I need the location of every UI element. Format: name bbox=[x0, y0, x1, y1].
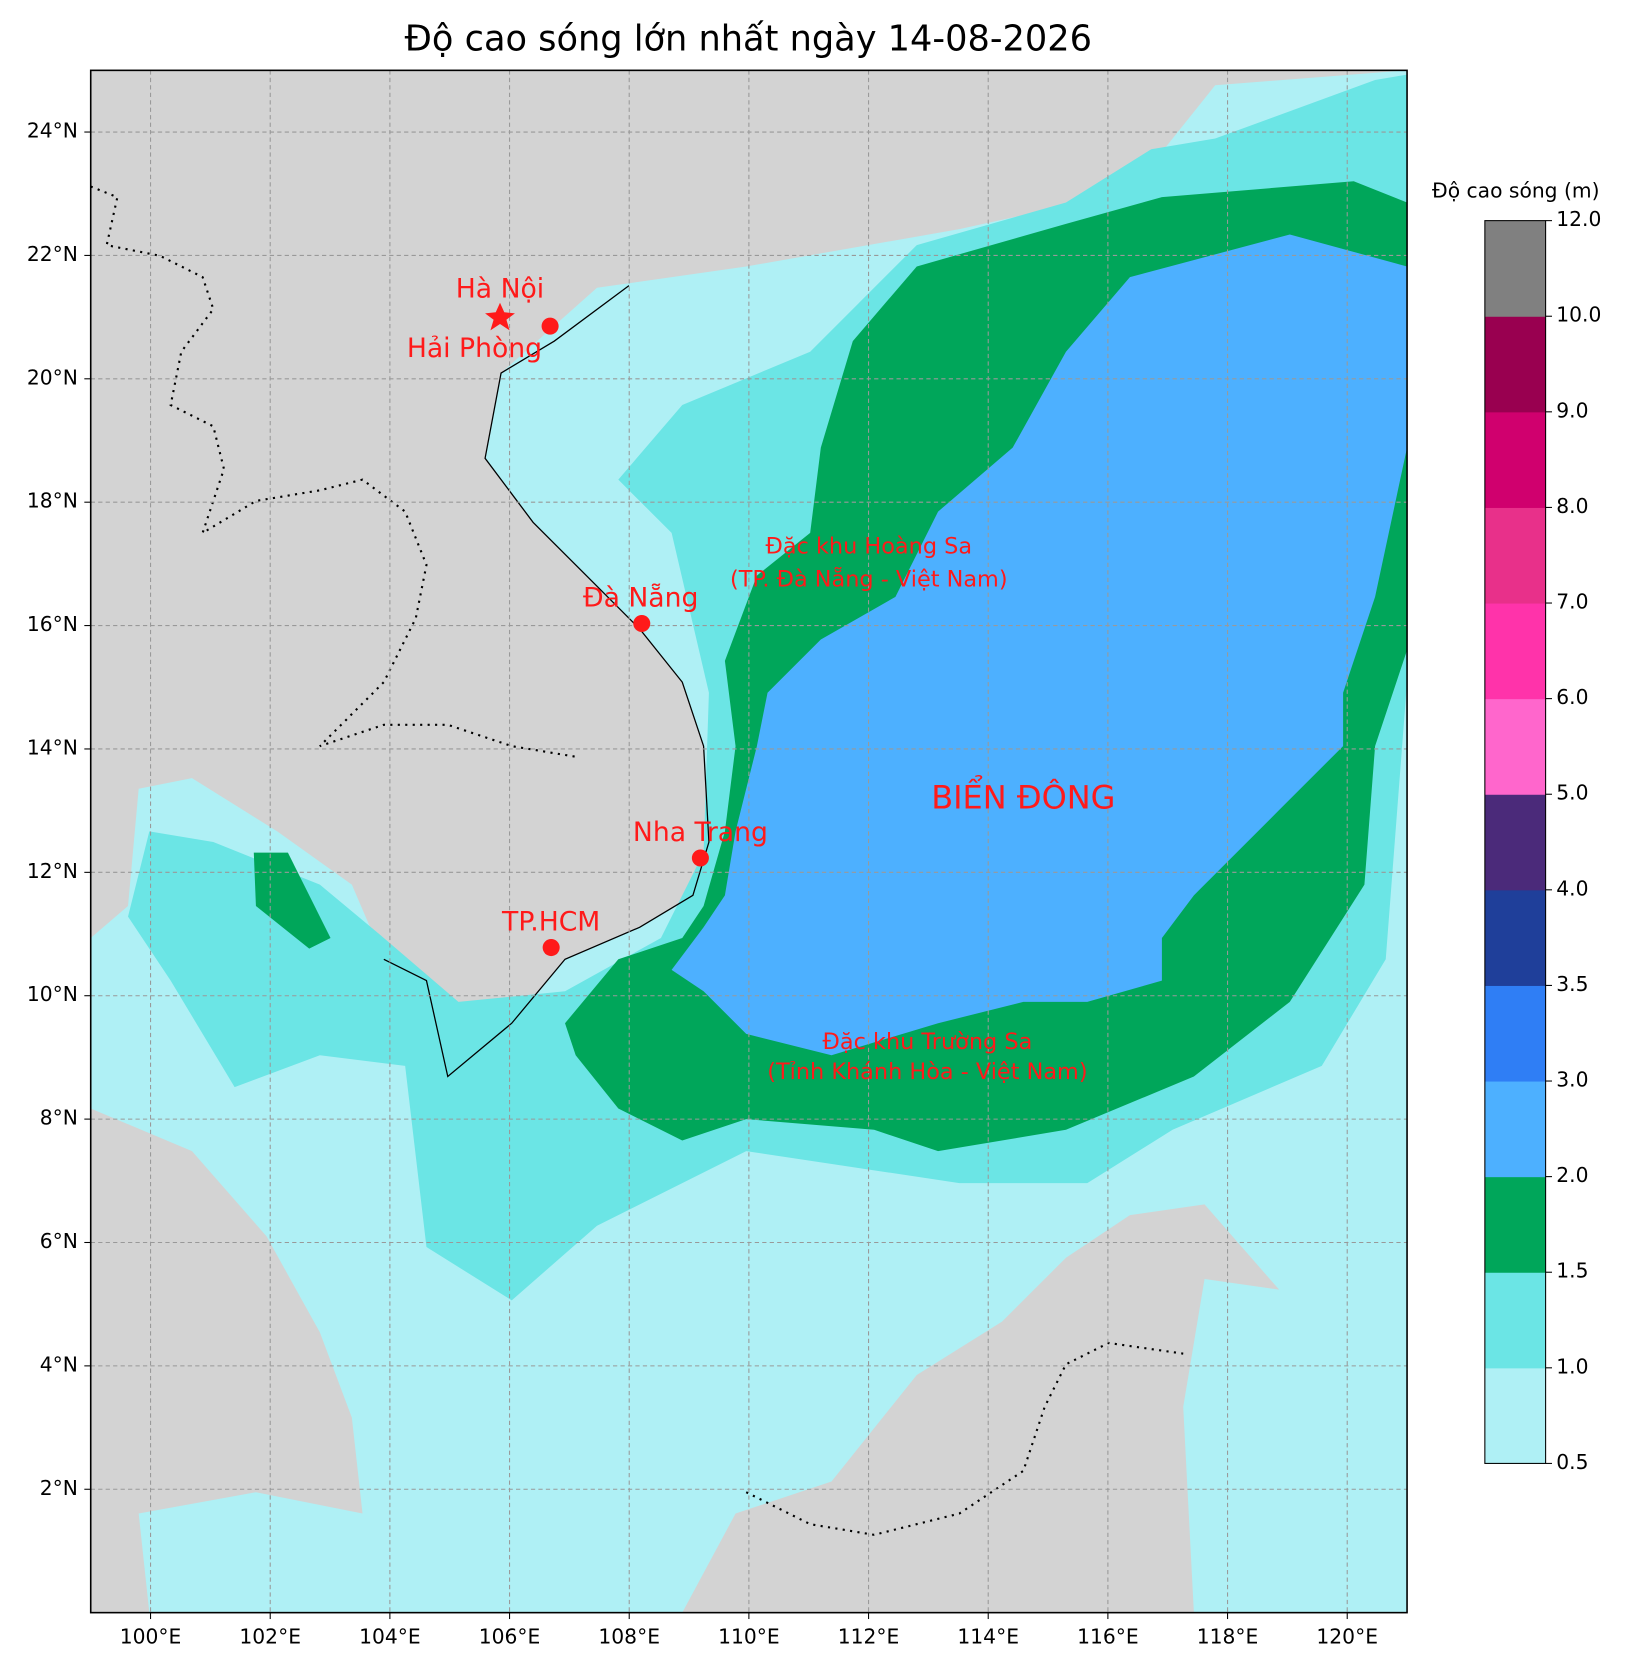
colorbar-segment bbox=[1484, 1081, 1546, 1178]
colorbar-segment bbox=[1484, 411, 1546, 508]
x-tick-label: 106°E bbox=[479, 1625, 541, 1649]
colorbar-segment bbox=[1484, 220, 1546, 317]
city-label: TP.HCM bbox=[501, 907, 600, 938]
wave-zone bbox=[671, 234, 1408, 1056]
colorbar: 0.5 1.0 1.5 2.0 3.0 3.5 4.0 5.0 6.0 7.0 8.0 9.0 10.0… bbox=[1484, 207, 1601, 1474]
colorbar-segment bbox=[1484, 889, 1546, 986]
x-tick-label: 104°E bbox=[359, 1625, 421, 1649]
colorbar-title: Độ cao sóng (m) bbox=[1432, 178, 1599, 202]
annotation: (Tỉnh Khánh Hòa - Việt Nam) bbox=[767, 1059, 1087, 1085]
city-marker bbox=[691, 849, 709, 867]
capital-marker bbox=[485, 302, 515, 331]
y-tick-label: 20°N bbox=[27, 365, 78, 389]
colorbar-tick-label: 5.0 bbox=[1556, 781, 1588, 805]
colorbar-segment bbox=[1484, 316, 1546, 413]
colorbar-segment bbox=[1484, 603, 1546, 700]
y-tick-label: 16°N bbox=[27, 612, 78, 636]
coastline bbox=[383, 285, 710, 1078]
y-tick-label: 24°N bbox=[27, 119, 78, 143]
x-tick-label: 116°E bbox=[1077, 1625, 1139, 1649]
colorbar-tick-label: 2.0 bbox=[1556, 1163, 1588, 1187]
city-marker bbox=[541, 317, 559, 335]
colorbar-tick-label: 6.0 bbox=[1556, 685, 1588, 709]
city-label: Đà Nẵng bbox=[583, 583, 698, 614]
colorbar-segment bbox=[1484, 794, 1546, 891]
colorbar-tick-label: 3.5 bbox=[1556, 972, 1588, 996]
y-tick-label: 4°N bbox=[40, 1352, 78, 1376]
annotation: Đặc khu Hoàng Sa bbox=[766, 533, 973, 559]
y-tick-label: 12°N bbox=[27, 859, 78, 883]
y-tick-label: 2°N bbox=[40, 1476, 78, 1500]
colorbar-segment bbox=[1484, 1367, 1546, 1464]
colorbar-tick-label: 12.0 bbox=[1556, 207, 1601, 231]
x-tick-label: 102°E bbox=[239, 1625, 301, 1649]
grid: 100°E 102°E 104°E 106°E 108°E 110°E 112°E 114°E… bbox=[27, 70, 1408, 1649]
y-tick-label: 10°N bbox=[27, 982, 78, 1006]
y-tick-label: 18°N bbox=[27, 489, 78, 513]
city-label: Hải Phòng bbox=[407, 333, 542, 364]
colorbar-tick-label: 0.5 bbox=[1556, 1450, 1588, 1474]
colorbar-tick-label: 4.0 bbox=[1556, 876, 1588, 900]
colorbar-tick-label: 7.0 bbox=[1556, 590, 1588, 614]
colorbar-segment bbox=[1484, 1176, 1546, 1273]
x-tick-label: 120°E bbox=[1316, 1625, 1378, 1649]
x-tick-label: 112°E bbox=[838, 1625, 900, 1649]
colorbar-tick-label: 1.5 bbox=[1556, 1259, 1588, 1283]
x-tick-label: 108°E bbox=[598, 1625, 660, 1649]
colorbar-tick-label: 3.0 bbox=[1556, 1068, 1588, 1092]
city-label: Nha Trang bbox=[633, 817, 768, 848]
colorbar-tick-label: 1.0 bbox=[1556, 1354, 1588, 1378]
y-tick-label: 8°N bbox=[40, 1106, 78, 1130]
colorbar-frame bbox=[1484, 220, 1547, 1464]
annotation: Đặc khu Trường Sa bbox=[823, 1029, 1033, 1055]
wave-zone bbox=[253, 852, 331, 949]
annotation: (TP. Đà Nẵng - Việt Nam) bbox=[730, 564, 1008, 592]
y-tick-label: 22°N bbox=[27, 242, 78, 266]
colorbar-tick-label: 9.0 bbox=[1556, 398, 1588, 422]
sea-label: BIỂN ĐÔNG bbox=[931, 774, 1115, 816]
border bbox=[745, 1341, 1184, 1536]
colorbar-tick-label: 10.0 bbox=[1556, 303, 1601, 327]
x-tick-label: 118°E bbox=[1197, 1625, 1259, 1649]
map-title: Độ cao sóng lớn nhất ngày 14-08-2026 bbox=[405, 19, 1092, 60]
x-tick-label: 100°E bbox=[120, 1625, 182, 1649]
city-marker bbox=[633, 614, 651, 633]
city-marker bbox=[542, 939, 560, 957]
colorbar-segment bbox=[1484, 698, 1546, 795]
x-tick-label: 114°E bbox=[957, 1625, 1019, 1649]
colorbar-segment bbox=[1484, 507, 1546, 604]
x-tick-label: 110°E bbox=[718, 1625, 780, 1649]
y-tick-label: 14°N bbox=[27, 735, 78, 759]
colorbar-segment bbox=[1484, 1272, 1546, 1369]
map-frame bbox=[89, 69, 1408, 1614]
border bbox=[90, 185, 576, 758]
colorbar-tick-label: 8.0 bbox=[1556, 494, 1588, 518]
y-tick-label: 6°N bbox=[40, 1229, 78, 1253]
city-label: Hà Nội bbox=[456, 273, 544, 304]
colorbar-segment bbox=[1484, 985, 1546, 1082]
